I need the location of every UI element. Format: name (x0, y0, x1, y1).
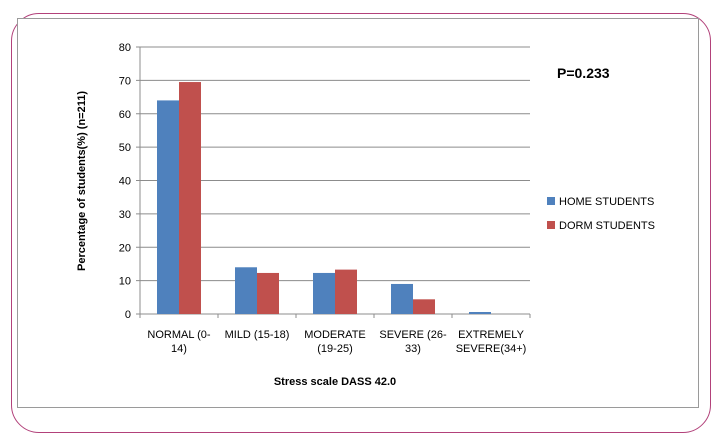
y-tick-label: 0 (125, 309, 131, 321)
bar-home (469, 311, 491, 314)
x-tick-label: NORMAL (0- (147, 329, 210, 341)
x-tick-label: MODERATE (304, 329, 366, 341)
bar-dorm (179, 82, 201, 314)
y-tick-label: 30 (119, 209, 131, 221)
bar-home (157, 100, 179, 315)
x-tick-label: (19-25) (317, 343, 352, 355)
bar-dorm (413, 299, 435, 314)
y-tick-label: 60 (119, 109, 131, 121)
legend-swatch-home (547, 197, 555, 205)
x-tick-label: MILD (15-18) (225, 329, 290, 341)
y-tick-label: 40 (119, 176, 131, 188)
y-tick-label: 80 (119, 42, 131, 54)
bar-dorm (335, 269, 357, 314)
x-axis-title: Stress scale DASS 42.0 (274, 376, 396, 388)
bar-home (235, 267, 257, 314)
x-tick-label: SEVERE (26- (379, 329, 447, 341)
p-value-annotation: P=0.233 (557, 65, 610, 81)
x-tick-label: EXTREMELY (458, 329, 524, 341)
bar-home (313, 272, 335, 314)
legend-swatch-dorm (547, 221, 555, 229)
legend-label-home: HOME STUDENTS (559, 196, 654, 208)
y-tick-label: 70 (119, 75, 131, 87)
bar-chart: 0 10 20 30 40 50 60 70 80 NORMAL (0- 14) MILD (15-1… (76, 42, 655, 388)
x-tick-label: 33) (405, 343, 421, 355)
bar-dorm (257, 272, 279, 314)
y-tick-label: 20 (119, 242, 131, 254)
figure-frame: 0 10 20 30 40 50 60 70 80 NORMAL (0- 14) MILD (15-1… (11, 13, 711, 433)
bar-home (391, 283, 413, 314)
legend-label-dorm: DORM STUDENTS (559, 220, 655, 232)
x-tick-label: 14) (171, 343, 187, 355)
y-tick-label: 10 (119, 276, 131, 288)
x-tick-label: SEVERE(34+) (456, 343, 527, 355)
y-tick-label: 50 (119, 142, 131, 154)
y-axis-title: Percentage of students(%) (n=211) (76, 91, 88, 271)
